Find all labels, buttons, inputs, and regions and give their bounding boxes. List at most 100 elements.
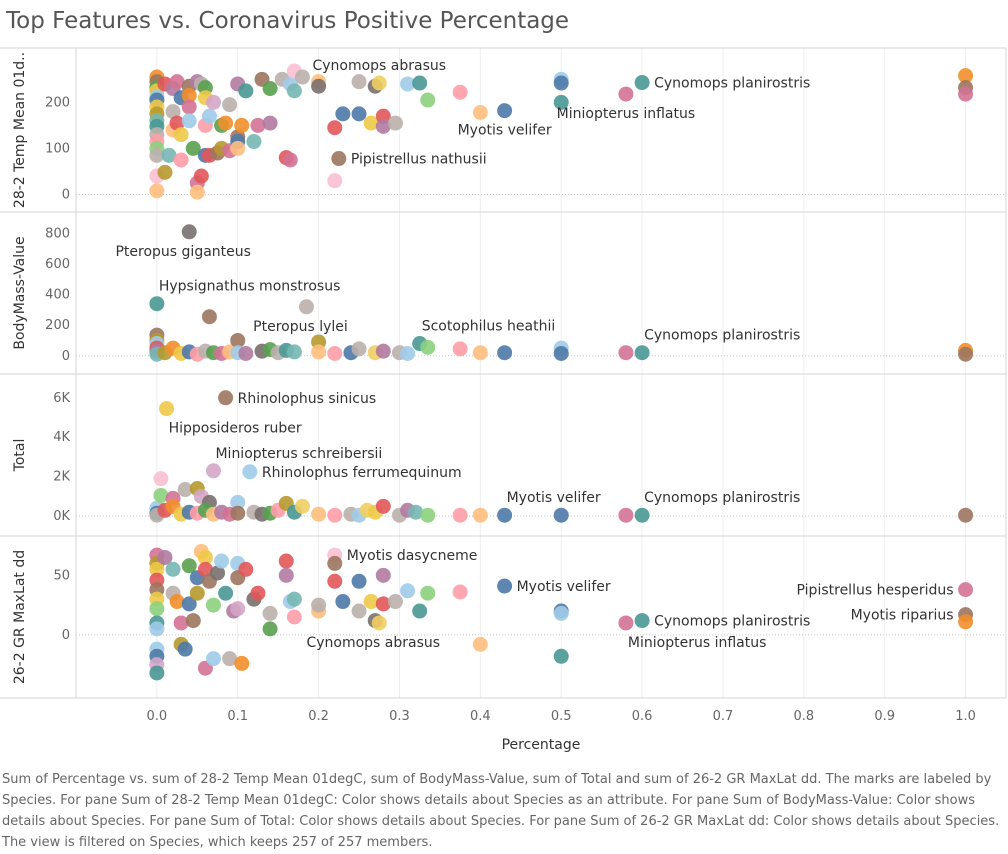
point-label: Pteropus giganteus (115, 244, 250, 260)
point-label: Cynomops planirostris (644, 490, 800, 506)
data-point (452, 84, 468, 100)
point-label: Rhinolophus sinicus (238, 391, 377, 407)
data-point (153, 471, 169, 487)
data-point (472, 636, 488, 652)
y-tick-label: 100 (45, 141, 70, 156)
data-point (400, 345, 416, 361)
data-point (497, 578, 513, 594)
point-label: Miniopterus schreibersii (215, 446, 382, 462)
data-point (294, 498, 310, 514)
data-point (335, 106, 351, 122)
y-tick-label: 200 (45, 318, 70, 333)
data-point (157, 549, 173, 565)
data-point (400, 583, 416, 599)
data-point (363, 115, 379, 131)
data-point (311, 597, 327, 613)
data-point (218, 390, 234, 406)
data-point (553, 345, 569, 361)
data-point (375, 567, 391, 583)
data-point (327, 555, 343, 571)
y-axis-title: Total (12, 439, 28, 473)
data-point (181, 224, 197, 240)
chart-title: Top Features vs. Coronavirus Positive Pe… (6, 8, 570, 34)
data-point (375, 596, 391, 612)
data-point (165, 104, 181, 120)
point-label: Cynomops abrasus (312, 58, 446, 74)
data-point (238, 83, 254, 99)
data-point (205, 651, 221, 667)
data-point (351, 74, 367, 90)
data-point (375, 118, 391, 134)
y-tick-label: 4K (53, 430, 70, 445)
data-point (210, 565, 226, 581)
data-point (452, 584, 468, 600)
data-point (387, 115, 403, 131)
x-axis-title: Percentage (502, 737, 581, 753)
data-point (230, 140, 246, 156)
point-label: Cynomops planirostris (654, 76, 810, 92)
point-label: Myotis velifer (507, 490, 601, 506)
data-point (197, 561, 213, 577)
data-point (149, 621, 165, 637)
data-point (197, 549, 213, 565)
data-point (181, 596, 197, 612)
point-label: Cynomops abrasus (306, 635, 440, 651)
data-point (222, 651, 238, 667)
data-point (262, 81, 278, 97)
data-point (553, 648, 569, 664)
data-point (185, 613, 201, 629)
point-label: Pteropus lylei (253, 319, 348, 335)
data-point (234, 655, 250, 671)
data-point (472, 104, 488, 120)
data-point (238, 561, 254, 577)
x-tick-label: 0.4 (470, 709, 491, 724)
data-point (420, 92, 436, 108)
point-label: Pipistrellus nathusii (351, 152, 487, 168)
data-point (205, 597, 221, 613)
point-label: Hipposideros ruber (169, 421, 302, 437)
point-label: Miniopterus inflatus (628, 635, 766, 651)
data-point (497, 103, 513, 119)
data-point (286, 83, 302, 99)
x-tick-label: 0.8 (793, 709, 814, 724)
data-point (294, 69, 310, 85)
data-point (634, 507, 650, 523)
point-label: Scotophilus heathii (422, 319, 556, 335)
y-tick-label: 800 (45, 226, 70, 241)
data-point (165, 561, 181, 577)
data-point (553, 605, 569, 621)
data-point (205, 94, 221, 110)
data-point (420, 507, 436, 523)
data-point (327, 573, 343, 589)
data-point (553, 75, 569, 91)
data-point (262, 605, 278, 621)
data-point (173, 615, 189, 631)
point-label: Cynomops planirostris (644, 328, 800, 344)
point-label: Pipistrellus hesperidus (797, 583, 954, 599)
y-tick-label: 0 (62, 349, 70, 364)
data-point (958, 68, 974, 84)
data-point (472, 507, 488, 523)
data-point (452, 341, 468, 357)
data-point (420, 585, 436, 601)
data-point (278, 553, 294, 569)
data-point (230, 494, 246, 510)
data-point (149, 601, 165, 617)
data-point (286, 609, 302, 625)
data-point (351, 603, 367, 619)
data-point (335, 594, 351, 610)
data-point (177, 641, 193, 657)
data-point (230, 601, 246, 617)
data-point (327, 173, 343, 189)
data-point (238, 345, 254, 361)
data-point (149, 665, 165, 681)
data-point (958, 86, 974, 102)
data-point (351, 341, 367, 357)
data-point (472, 345, 488, 361)
data-point (412, 603, 428, 619)
data-point (181, 99, 197, 115)
point-label: Miniopterus inflatus (557, 106, 695, 122)
data-point (185, 140, 201, 156)
data-point (327, 345, 343, 361)
data-point (214, 553, 230, 569)
